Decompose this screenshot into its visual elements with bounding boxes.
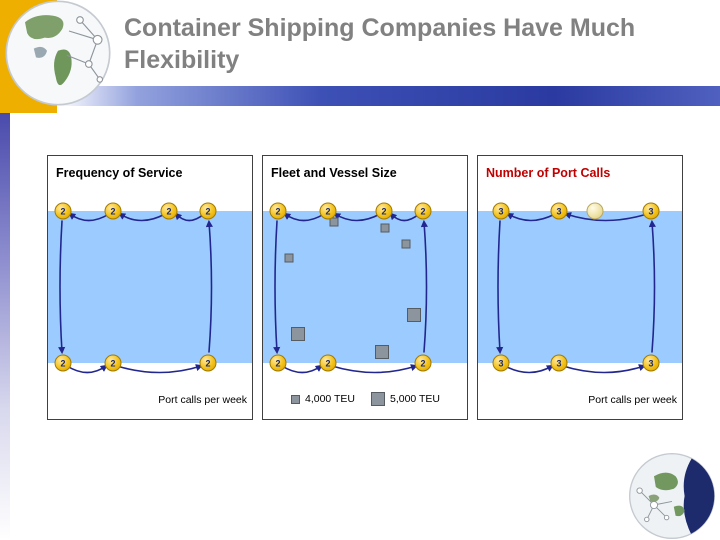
legend-item-5000-teu: 5,000 TEU [371, 392, 440, 406]
legend-label: 5,000 TEU [390, 393, 441, 405]
legend-label: 4,000 TEU [304, 393, 355, 405]
panel-title: Fleet and Vessel Size [271, 166, 397, 180]
legend-item-4000-teu: 4,000 TEU [290, 393, 355, 405]
vessel-marker [380, 223, 390, 233]
panels-row: Frequency of Service 2 2 2 2 2 2 2 Port calls … [47, 155, 683, 420]
port-node: 2 [160, 202, 178, 220]
port-node: 3 [642, 202, 660, 220]
slide-title: Container Shipping Companies Have Much F… [124, 14, 636, 74]
globe-logo-icon [5, 0, 111, 106]
port-node: 3 [492, 354, 510, 372]
sea-band [48, 211, 252, 363]
panel-number-of-port-calls: Number of Port Calls 3 3 3 3 3 3 Port calls p… [477, 155, 683, 420]
route-arrows [273, 212, 428, 374]
panel-frequency-of-service: Frequency of Service 2 2 2 2 2 2 2 Port calls … [47, 155, 253, 420]
port-node: 2 [319, 202, 337, 220]
vessel-marker [284, 253, 294, 263]
port-node: 2 [104, 354, 122, 372]
vessel-small-icon [290, 394, 300, 404]
port-node: 2 [269, 202, 287, 220]
vessel-large-icon [371, 392, 385, 406]
vessel-marker [375, 345, 389, 359]
port-node: 2 [54, 202, 72, 220]
panel-caption: Port calls per week [158, 394, 247, 406]
port-node: 2 [269, 354, 287, 372]
panel-fleet-and-vessel-size: Fleet and Vessel Size 2 2 2 2 2 2 2 4,000 TEU … [262, 155, 468, 420]
sea-band [478, 211, 682, 363]
port-node: 3 [642, 354, 660, 372]
port-node: 3 [492, 202, 510, 220]
globe-logo-icon [629, 453, 715, 539]
port-node: 3 [550, 354, 568, 372]
vessel-marker [407, 308, 421, 322]
port-node: 2 [375, 202, 393, 220]
route-diagram: 2 2 2 2 2 2 2 [263, 156, 467, 419]
port-node: 2 [54, 354, 72, 372]
port-node: 2 [199, 202, 217, 220]
port-node: 2 [414, 354, 432, 372]
title-underline-gradient [57, 86, 720, 106]
route-diagram: 3 3 3 3 3 3 [478, 156, 682, 419]
route-diagram: 2 2 2 2 2 2 2 [48, 156, 252, 419]
port-node: 2 [199, 354, 217, 372]
port-node: 2 [414, 202, 432, 220]
vessel-marker [291, 327, 305, 341]
panel-caption: Port calls per week [588, 394, 677, 406]
vessel-size-legend: 4,000 TEU 5,000 TEU [269, 392, 462, 406]
panel-title: Frequency of Service [56, 166, 183, 180]
vessel-marker [401, 239, 411, 249]
route-arrows [496, 212, 656, 374]
panel-title: Number of Port Calls [486, 166, 611, 180]
port-node: 2 [104, 202, 122, 220]
left-accent-bar [0, 113, 10, 540]
port-node: 2 [319, 354, 337, 372]
port-node-skipped [586, 202, 604, 220]
route-arrows [58, 212, 213, 374]
port-node: 3 [550, 202, 568, 220]
